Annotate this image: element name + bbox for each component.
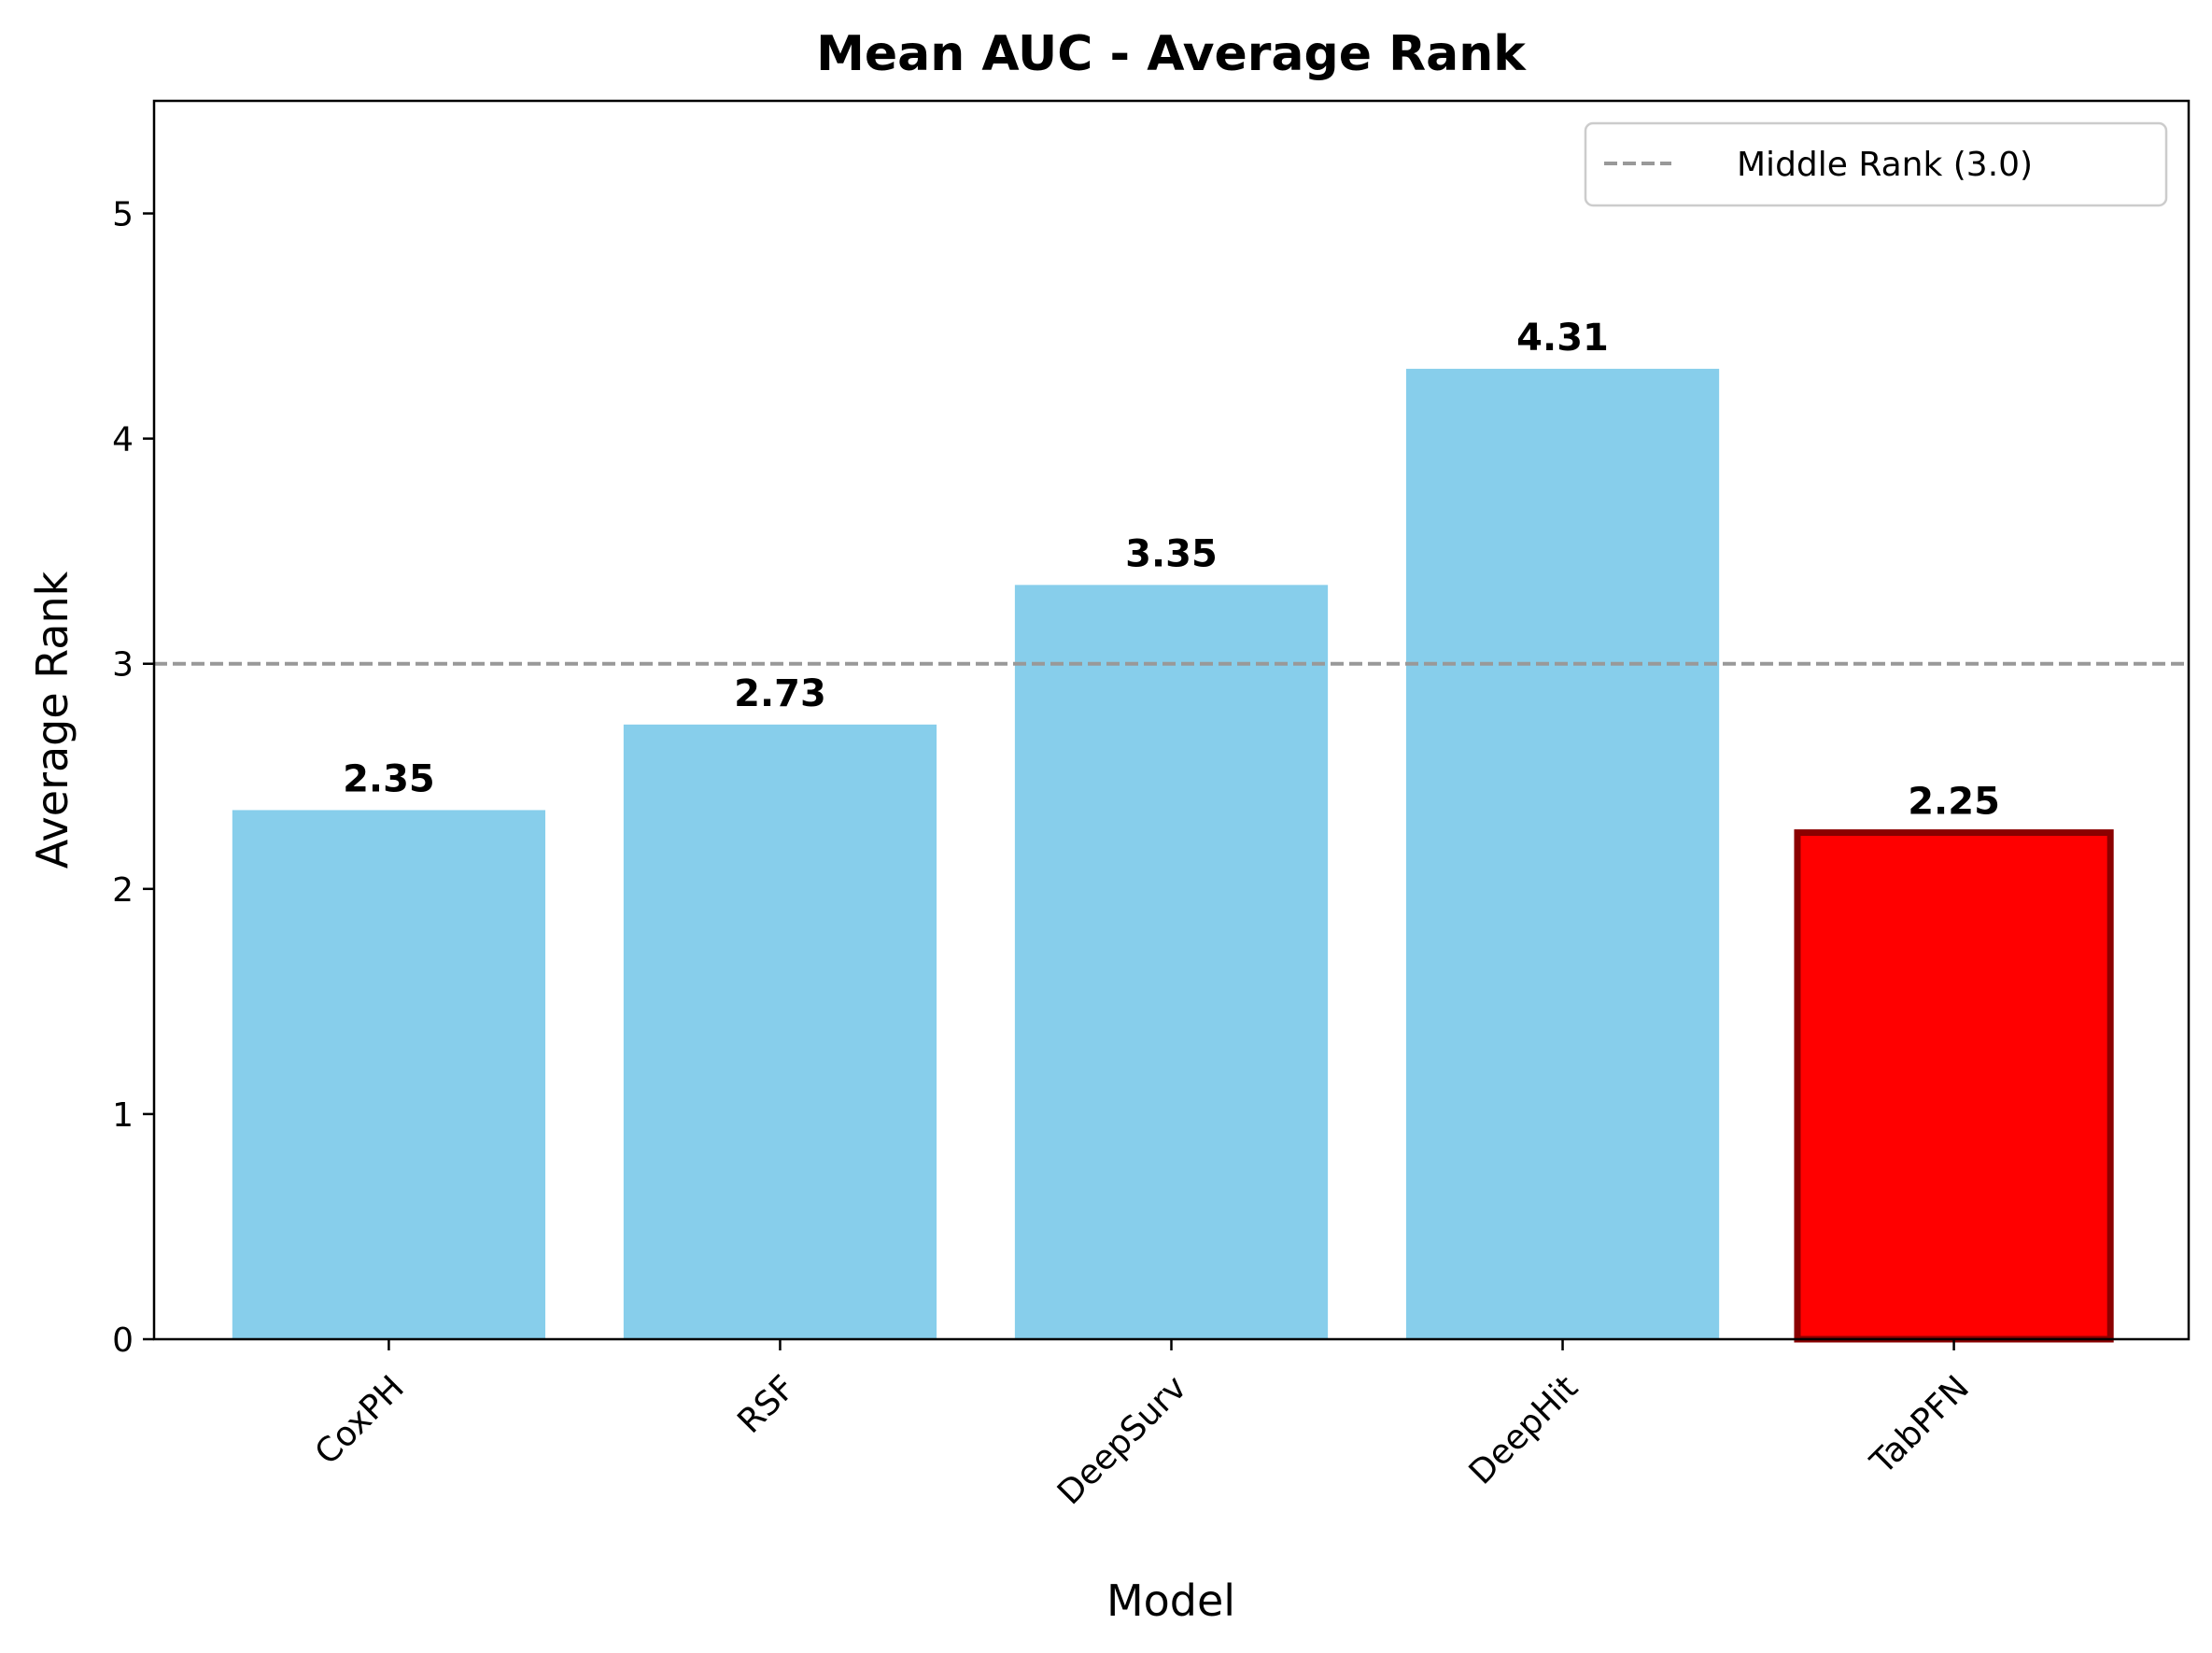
legend-entry-label: Middle Rank (3.0) <box>1737 146 2033 184</box>
y-tick-label: 5 <box>112 196 134 234</box>
data-labels: 2.35 2.73 3.35 4.31 2.25 <box>343 317 2000 824</box>
data-label-rsf: 2.73 <box>734 672 826 715</box>
data-label-deepsurv: 3.35 <box>1125 532 1218 575</box>
y-tick-label: 4 <box>112 421 134 459</box>
y-axis-label: Average Rank <box>27 571 77 869</box>
data-label-coxph: 2.35 <box>343 757 435 800</box>
x-tick-label-deepsurv: DeepSurv <box>1050 1368 1194 1512</box>
y-tick-label: 0 <box>112 1321 134 1360</box>
bars <box>232 368 2114 1343</box>
x-tick-label-rsf: RSF <box>730 1368 802 1440</box>
bar-rsf <box>623 724 937 1339</box>
legend-box <box>1584 121 2168 207</box>
chart-title: Mean AUC - Average Rank <box>816 26 1527 82</box>
bar-deephit <box>1405 368 1720 1339</box>
x-tick-label-deephit: DeepHit <box>1462 1368 1585 1491</box>
bar-coxph <box>232 810 546 1339</box>
bar-deepsurv <box>1014 585 1329 1339</box>
y-tick-label: 1 <box>112 1096 134 1135</box>
data-label-deephit: 4.31 <box>1516 317 1609 360</box>
y-tick-label: 3 <box>112 646 134 685</box>
bar-tabpfn <box>1794 829 2114 1343</box>
y-tick-label: 2 <box>112 871 134 910</box>
x-axis: CoxPH RSF DeepSurv DeepHit TabPFN <box>308 1339 1977 1512</box>
legend: Middle Rank (3.0) <box>1584 121 2168 207</box>
x-tick-label-tabpfn: TabPFN <box>1863 1368 1977 1482</box>
data-label-tabpfn: 2.25 <box>1908 781 2000 824</box>
x-tick-label-coxph: CoxPH <box>308 1368 412 1472</box>
x-axis-label: Model <box>1106 1575 1235 1626</box>
y-axis: 0 1 2 3 4 5 <box>112 196 154 1360</box>
